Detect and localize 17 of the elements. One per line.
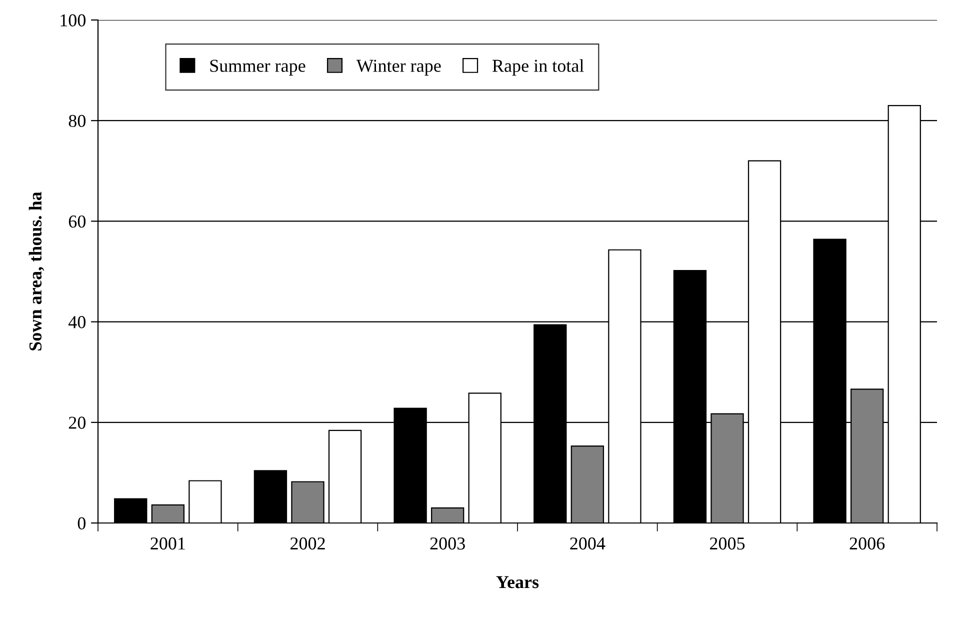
y-tick-label: 40: [68, 316, 86, 328]
x-tick-label: 2006: [850, 537, 885, 550]
y-tick-label: 100: [60, 14, 86, 26]
legend-label: Winter rape: [356, 60, 441, 76]
y-tick-label: 80: [68, 114, 86, 128]
y-tick-label: 60: [68, 215, 86, 228]
y-tick-label: 0: [78, 517, 86, 530]
y-axis-title: Sown area, thous. ha: [28, 192, 44, 350]
y-tick-label: 20: [68, 416, 86, 429]
x-tick-label: 2001: [150, 537, 185, 550]
x-tick-label: 2003: [430, 537, 465, 550]
x-axis-title: Years: [496, 576, 539, 588]
x-tick-label: 2004: [570, 537, 606, 550]
x-tick-label: 2005: [710, 537, 745, 550]
legend-label: Rape in total: [492, 59, 584, 76]
x-tick-label: 2002: [290, 537, 325, 550]
legend-label: Summer rape: [210, 60, 306, 76]
